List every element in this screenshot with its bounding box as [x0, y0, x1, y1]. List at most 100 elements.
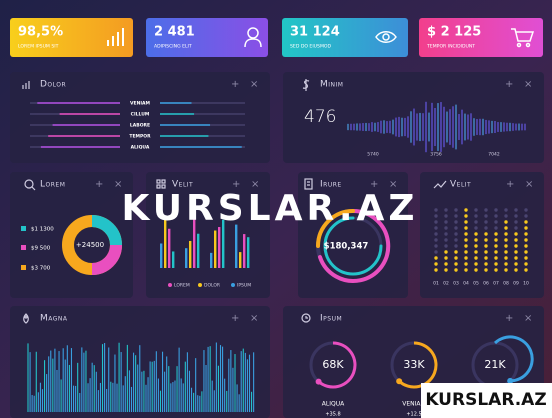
bar	[247, 237, 250, 268]
close-button[interactable]: ×	[250, 313, 258, 324]
dot	[514, 232, 518, 236]
dot	[454, 208, 458, 212]
gauge-value: 68K	[322, 358, 344, 371]
dot-label: 07	[493, 281, 499, 287]
kpi-card	[146, 18, 268, 57]
donut-segment	[91, 215, 122, 246]
dot	[494, 250, 498, 254]
add-button[interactable]: +	[506, 179, 514, 190]
gauge-value: 33K	[403, 358, 425, 371]
bar	[214, 230, 217, 268]
add-button[interactable]: +	[370, 179, 378, 190]
legend-label: $3 700	[31, 266, 51, 272]
dot	[464, 250, 468, 254]
dot	[484, 226, 488, 230]
bar-groups	[160, 209, 250, 268]
dot	[514, 256, 518, 260]
panel-controls: + × + × + × + × + × + × + × + ×	[95, 79, 533, 324]
dot-label: 01	[433, 281, 439, 287]
dot	[474, 268, 478, 272]
dot	[514, 214, 518, 218]
dot	[454, 214, 458, 218]
dot	[464, 268, 468, 272]
panel-title: Velit	[450, 180, 471, 190]
dot	[504, 226, 508, 230]
dot	[514, 244, 518, 248]
close-button[interactable]: ×	[524, 79, 532, 90]
add-button[interactable]: +	[231, 79, 239, 90]
dot	[454, 244, 458, 248]
kpi-card	[419, 18, 543, 57]
dot	[474, 256, 478, 260]
dot	[524, 256, 528, 260]
add-button[interactable]: +	[231, 313, 239, 324]
dot	[484, 220, 488, 224]
irure-value: $180,347	[324, 242, 369, 252]
dot	[494, 208, 498, 212]
dot	[524, 244, 528, 248]
wave-tick: 7042	[488, 152, 500, 158]
add-button[interactable]: +	[232, 179, 240, 190]
dot	[484, 250, 488, 254]
dot	[504, 238, 508, 242]
dot	[524, 262, 528, 266]
bar	[168, 228, 171, 268]
dot	[444, 256, 448, 260]
gauge-knob	[507, 377, 514, 384]
dot	[524, 232, 528, 236]
gauge-arc	[398, 341, 438, 389]
close-button[interactable]: ×	[524, 313, 532, 324]
dot	[514, 220, 518, 224]
dot	[504, 232, 508, 236]
close-button[interactable]: ×	[389, 179, 397, 190]
legend-label: LOREM	[174, 283, 190, 289]
dot	[504, 250, 508, 254]
dot	[524, 250, 528, 254]
add-button[interactable]: +	[505, 79, 513, 90]
add-button[interactable]: +	[95, 179, 103, 190]
gauge-value: 21K	[484, 358, 506, 371]
wave-tick: 5740	[367, 152, 379, 158]
kpi-value: 2 481	[154, 25, 195, 40]
dot	[444, 238, 448, 242]
gauge-arc	[493, 335, 534, 383]
kpi-icon	[107, 28, 124, 46]
kpi-card	[282, 18, 408, 57]
panel-title: Minim	[320, 80, 343, 90]
dot	[434, 244, 438, 248]
dot	[504, 220, 508, 224]
panel-title: Ipsum	[320, 314, 342, 324]
kpi-icon	[511, 28, 535, 48]
close-button[interactable]: ×	[525, 179, 533, 190]
dot	[484, 214, 488, 218]
minim-value: 476	[304, 107, 336, 127]
legend-swatch	[21, 226, 26, 231]
bar	[185, 248, 188, 268]
add-button[interactable]: +	[505, 313, 513, 324]
bar	[164, 215, 167, 268]
dot	[514, 262, 518, 266]
dot	[504, 256, 508, 260]
logo-box	[421, 383, 552, 418]
dot	[444, 244, 448, 248]
close-button[interactable]: ×	[251, 179, 259, 190]
bar	[197, 233, 200, 268]
dot-label: 08	[503, 281, 509, 287]
dot	[494, 220, 498, 224]
close-button[interactable]: ×	[114, 179, 122, 190]
dot	[524, 226, 528, 230]
dot-label: 06	[483, 281, 489, 287]
panel-title: Lorem	[40, 180, 65, 190]
dot	[464, 262, 468, 266]
dot	[434, 268, 438, 272]
kpi-icon	[244, 27, 262, 48]
legend-dot	[168, 283, 172, 287]
bar	[243, 234, 246, 268]
histogram	[27, 342, 255, 412]
dot	[434, 256, 438, 260]
dot	[464, 226, 468, 230]
close-button[interactable]: ×	[250, 79, 258, 90]
panel	[420, 172, 544, 298]
dot	[524, 268, 528, 272]
